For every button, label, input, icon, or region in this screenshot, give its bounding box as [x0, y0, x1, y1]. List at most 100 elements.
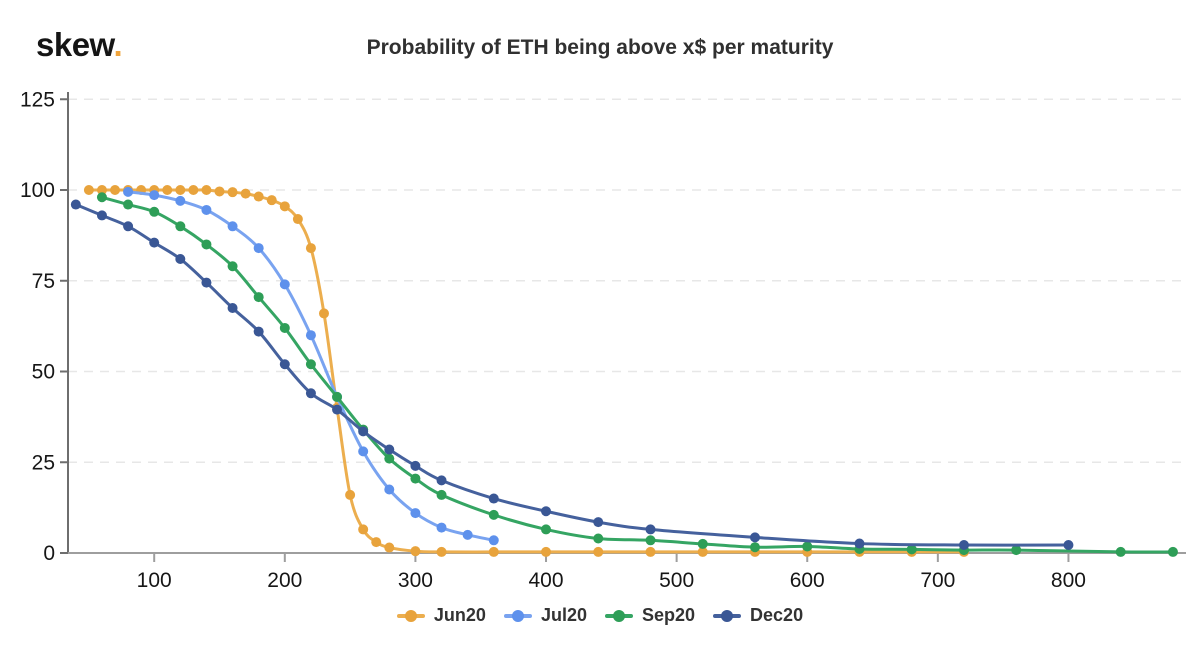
series-dot-jul20 — [410, 508, 421, 519]
series-dot-jun20 — [240, 188, 251, 199]
series-dot-jun20 — [371, 537, 382, 548]
series-dot-jun20 — [305, 243, 316, 254]
series-dot-dec20 — [645, 524, 656, 535]
y-tick-label: 50 — [32, 361, 55, 384]
series-dot-jul20 — [123, 186, 134, 197]
series-dot-jul20 — [253, 243, 264, 254]
series-dot-sep20 — [488, 509, 499, 520]
legend-item-jul20[interactable]: Jul20 — [503, 605, 587, 626]
series-dot-jun20 — [645, 546, 656, 557]
series-dot-sep20 — [749, 542, 760, 553]
series-dot-jul20 — [175, 195, 186, 206]
series-dot-jul20 — [384, 484, 395, 495]
series-dot-sep20 — [96, 192, 107, 203]
series-dot-jul20 — [279, 279, 290, 290]
legend-marker-icon — [396, 609, 425, 622]
series-dot-jul20 — [149, 190, 160, 201]
series-dot-sep20 — [384, 453, 395, 464]
legend-label: Jun20 — [433, 605, 486, 625]
series-line-dec20 — [75, 203, 1069, 547]
series-dot-sep20 — [227, 261, 238, 272]
series-dot-sep20 — [410, 473, 421, 484]
series-dot-dec20 — [436, 475, 447, 486]
series-dot-jun20 — [188, 185, 199, 196]
series-dot-dec20 — [541, 506, 552, 517]
skew-logo-dot: . — [113, 26, 123, 63]
x-tick-label: 600 — [790, 569, 825, 592]
legend-dot-icon — [612, 609, 625, 622]
series-dot-dec20 — [749, 532, 760, 543]
series-dot-sep20 — [436, 489, 447, 500]
chart-legend: Jun20 Jul20 Sep20 Dec20 — [0, 605, 1200, 626]
series-dot-jun20 — [279, 201, 290, 212]
legend-label: Dec20 — [750, 605, 804, 625]
legend-item-dec20[interactable]: Dec20 — [713, 605, 803, 626]
skew-logo: skew. — [36, 26, 123, 64]
series-dot-dec20 — [958, 540, 969, 551]
series-dot-sep20 — [697, 538, 708, 549]
y-tick-label: 0 — [43, 542, 55, 565]
series-dot-sep20 — [645, 535, 656, 546]
series-dot-jul20 — [488, 535, 499, 546]
series-dot-jul20 — [462, 529, 473, 540]
skew-logo-text: skew — [36, 26, 114, 63]
legend-label: Jul20 — [540, 605, 587, 625]
series-dot-sep20 — [253, 292, 264, 303]
series-dot-jun20 — [201, 185, 212, 196]
series-dot-dec20 — [488, 493, 499, 504]
legend-item-jun20[interactable]: Jun20 — [396, 605, 486, 626]
series-dot-jul20 — [358, 446, 369, 457]
x-tick-label: 700 — [920, 569, 955, 592]
legend-item-sep20[interactable]: Sep20 — [604, 605, 695, 626]
legend-dot-icon — [404, 609, 417, 622]
y-tick-label: 100 — [20, 179, 55, 202]
series-dot-dec20 — [854, 538, 865, 549]
series-dot-jun20 — [593, 546, 604, 557]
series-dot-jun20 — [266, 195, 277, 206]
series-dot-jun20 — [253, 191, 264, 202]
legend-dot-icon — [511, 609, 524, 622]
series-dot-sep20 — [175, 221, 186, 232]
series-dot-sep20 — [279, 322, 290, 333]
series-dot-sep20 — [593, 533, 604, 544]
y-tick-label: 75 — [32, 270, 55, 293]
series-dot-sep20 — [149, 206, 160, 217]
series-dot-jun20 — [110, 185, 121, 196]
series-dot-jun20 — [541, 546, 552, 557]
series-dot-dec20 — [305, 388, 316, 399]
series-dot-jun20 — [214, 186, 225, 197]
series-dot-dec20 — [410, 460, 421, 471]
series-dot-dec20 — [70, 199, 81, 210]
series-dot-sep20 — [1011, 545, 1022, 556]
series-dot-dec20 — [384, 444, 395, 455]
x-tick-label: 400 — [528, 569, 563, 592]
series-dot-dec20 — [96, 210, 107, 221]
series-dot-dec20 — [175, 253, 186, 264]
legend-marker-icon — [604, 609, 633, 622]
series-dot-jul20 — [305, 330, 316, 341]
series-dot-jun20 — [697, 546, 708, 557]
series-dot-sep20 — [123, 199, 134, 210]
series-dot-sep20 — [1167, 546, 1178, 557]
series-dot-dec20 — [149, 237, 160, 248]
series-dot-dec20 — [358, 426, 369, 437]
series-dot-sep20 — [802, 541, 813, 552]
series-dot-jun20 — [227, 187, 238, 198]
series-dot-sep20 — [541, 524, 552, 535]
series-dot-jun20 — [292, 214, 303, 225]
series-dot-jun20 — [175, 185, 186, 196]
series-dot-dec20 — [1063, 540, 1074, 551]
x-tick-label: 100 — [137, 569, 172, 592]
x-tick-label: 300 — [398, 569, 433, 592]
series-dot-jul20 — [436, 522, 447, 533]
chart-title: Probability of ETH being above x$ per ma… — [366, 36, 834, 59]
series-dot-jul20 — [201, 204, 212, 215]
x-tick-label: 800 — [1051, 569, 1086, 592]
series-dot-jun20 — [436, 546, 447, 557]
legend-marker-icon — [713, 609, 742, 622]
series-dot-dec20 — [593, 517, 604, 528]
y-tick-label: 25 — [32, 451, 55, 474]
